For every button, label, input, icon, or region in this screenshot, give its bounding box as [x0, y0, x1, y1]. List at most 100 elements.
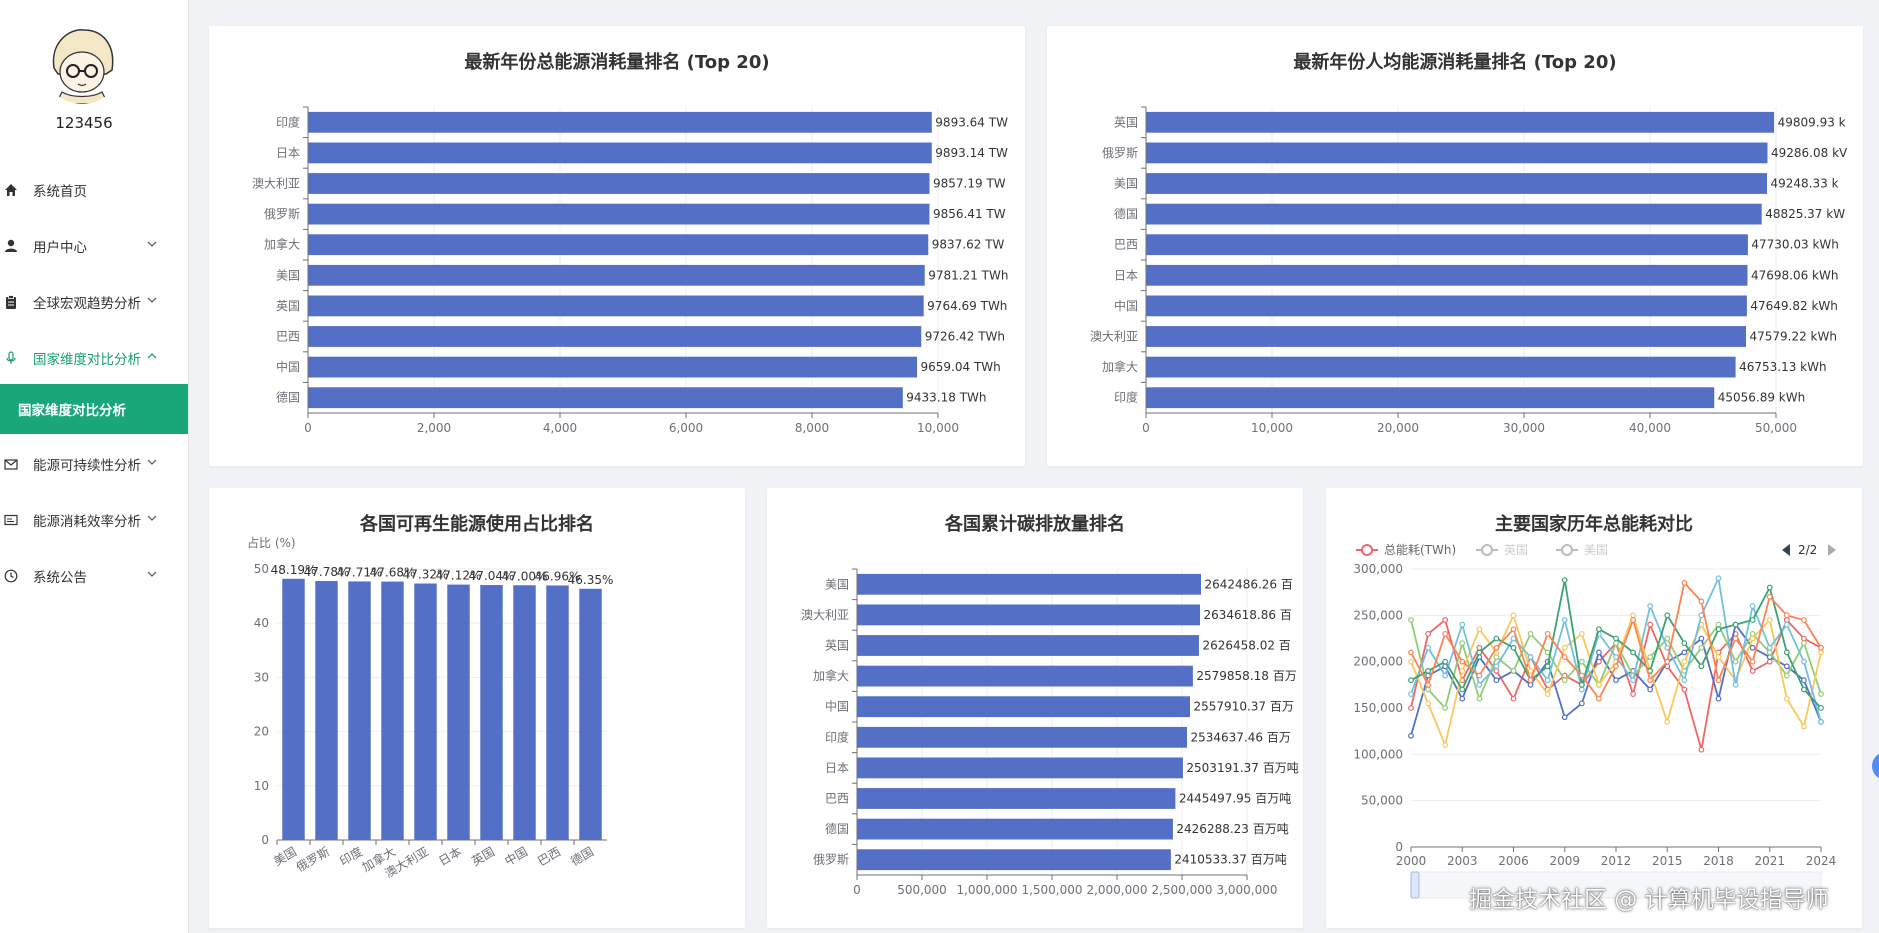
data-label: 46.96% [535, 569, 581, 583]
bar [857, 573, 1202, 595]
data-point [1630, 612, 1636, 619]
x-tick-label: 3,000,000 [1216, 883, 1277, 897]
data-point [1493, 677, 1500, 684]
data-point [1732, 635, 1739, 642]
data-point [1561, 617, 1568, 623]
data-point [1476, 681, 1483, 688]
data-point [1783, 617, 1790, 623]
data-point [1698, 635, 1705, 642]
data-point [1510, 612, 1517, 619]
data-point [1442, 742, 1449, 748]
menu-item-home[interactable]: 系统首页 [0, 170, 188, 210]
clock-icon [3, 568, 19, 584]
avatar[interactable] [42, 24, 122, 104]
data-point [1510, 668, 1517, 674]
y-tick-label: 日本 [276, 146, 300, 160]
data-point [1647, 621, 1654, 628]
data-label: 2642486.26 百 [1205, 577, 1293, 591]
data-point [1527, 681, 1534, 688]
data-point [1715, 654, 1722, 660]
bar [1146, 264, 1748, 286]
bar [381, 581, 404, 840]
x-tick-label: 英国 [469, 844, 497, 868]
chevron-down-icon [147, 515, 157, 521]
data-label: 2426288.23 百万吨 [1176, 822, 1288, 836]
x-tick-label: 1,500,000 [1021, 883, 1082, 897]
x-tick-label: 10,000 [1251, 421, 1293, 435]
data-point [1749, 603, 1756, 609]
bar [308, 142, 932, 164]
data-label: 9781.21 TWh [928, 268, 1008, 282]
mail-icon [3, 456, 19, 472]
data-label: 47579.22 kWh [1749, 330, 1837, 344]
chevron-down-icon [147, 297, 157, 303]
bar [308, 326, 922, 347]
card-total-energy: 最新年份总能源消耗量排名 (Top 20) 0 2,000 4,000 6,000 8,… [209, 26, 1025, 466]
data-point [1527, 630, 1534, 637]
y-tick-label: 100,000 [1353, 747, 1403, 761]
data-point [1544, 677, 1551, 684]
y-tick-label: 加拿大 [264, 237, 300, 252]
menu-item-user-center[interactable]: 用户中心 [0, 226, 188, 266]
submenu-item-country-compare[interactable]: 国家维度对比分析 [0, 384, 188, 434]
data-point [1527, 677, 1534, 684]
data-label: 9764.69 TWh [927, 299, 1007, 313]
data-label: 47.68% [370, 566, 416, 580]
data-point [1510, 635, 1517, 642]
y-tick-label: 澳大利亚 [252, 177, 300, 191]
y-tick-label: 中国 [276, 359, 300, 374]
menu-item-announcement[interactable]: 系统公告 [0, 556, 188, 596]
data-label: 2579858.18 百万 [1196, 669, 1296, 683]
data-point [1425, 700, 1431, 707]
home-icon [3, 182, 19, 198]
data-point [1664, 644, 1671, 651]
y-tick-label: 日本 [1114, 268, 1138, 282]
data-point [1442, 705, 1449, 711]
bar [308, 264, 925, 286]
microphone-icon [3, 350, 19, 366]
y-tick-label: 俄罗斯 [264, 207, 300, 221]
data-point [1613, 640, 1619, 647]
data-point [1476, 644, 1483, 651]
bar [513, 585, 536, 840]
data-point [1749, 635, 1756, 642]
submenu-item-label: 国家维度对比分析 [18, 403, 126, 419]
menu-item-sustainability[interactable]: 能源可持续性分析 [0, 444, 188, 484]
data-point [1647, 686, 1654, 693]
data-point [1818, 691, 1824, 698]
y-tick-label: 中国 [825, 699, 849, 714]
data-point [1801, 686, 1807, 693]
legend-label: 总能耗(TWh) [1384, 543, 1456, 557]
data-point [1630, 691, 1636, 698]
floating-edge-button[interactable] [1872, 752, 1879, 780]
data-point [1459, 695, 1466, 702]
chevron-down-icon [147, 459, 157, 465]
data-label: 2557910.37 百万 [1194, 700, 1294, 714]
y-tick-label: 英国 [1114, 115, 1138, 129]
bar [857, 818, 1173, 840]
y-tick-label: 德国 [1114, 206, 1138, 221]
data-point [1527, 654, 1534, 660]
menu-item-country-compare[interactable]: 国家维度对比分析 [0, 338, 188, 378]
y-tick-label: 300,000 [1353, 562, 1403, 576]
data-point [1715, 575, 1722, 582]
data-label: 47.71% [337, 565, 383, 579]
bar [315, 581, 338, 840]
data-label: 49809.93 k [1778, 115, 1846, 129]
bar [308, 387, 903, 409]
data-point [1766, 584, 1773, 591]
data-point [1442, 617, 1449, 623]
data-point [1561, 644, 1568, 651]
bar [857, 849, 1171, 871]
watermark: 掘金技术社区 @ 计算机毕设指导师 [1469, 887, 1829, 913]
legend-next-page-icon [1828, 544, 1836, 556]
data-point [1493, 663, 1500, 670]
menu-item-global-trend[interactable]: 全球宏观趋势分析 [0, 282, 188, 322]
data-point [1578, 700, 1585, 707]
menu-item-efficiency[interactable]: 能源消耗效率分析 [0, 500, 188, 540]
y-tick-label: 英国 [276, 299, 300, 313]
x-tick-label: 10,000 [917, 421, 959, 435]
card-carbon-emission: 各国累计碳排放量排名 0 500,000 1,000,000 1,500,000 2,0… [767, 488, 1303, 928]
legend-marker [1561, 544, 1573, 556]
bar [857, 788, 1176, 809]
